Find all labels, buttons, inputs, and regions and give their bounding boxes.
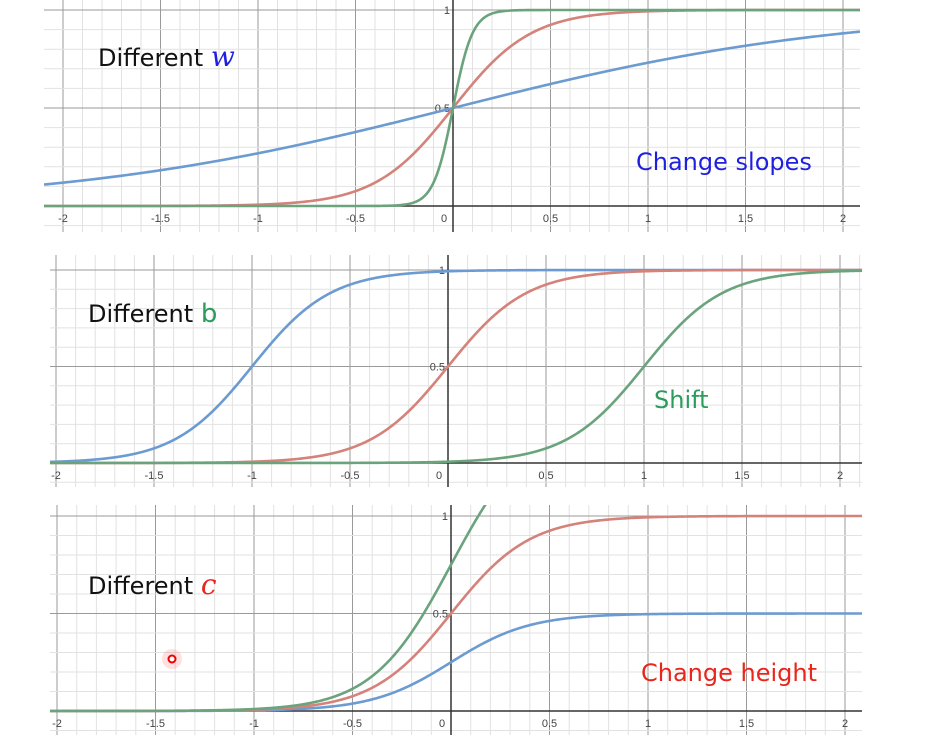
series-line-c-1-5 — [50, 505, 487, 713]
cursor-pointer-icon — [167, 654, 177, 664]
x-tick-label: -2 — [52, 718, 62, 730]
x-tick-label: 2 — [842, 718, 848, 730]
panel-annotation: Change height — [641, 659, 817, 687]
series-line-b-1 — [50, 268, 862, 464]
x-tick-label: -1 — [253, 213, 263, 225]
panel-title-variable: c — [201, 568, 217, 601]
x-tick-label: -0.5 — [341, 470, 360, 482]
panel-annotation: Change slopes — [636, 148, 812, 176]
x-tick-label: 1 — [645, 718, 651, 730]
panel-title-variable: w — [211, 40, 235, 73]
panel-title-prefix: Different — [98, 44, 211, 72]
series-line-w-20 — [44, 8, 860, 208]
y-tick-label: 1 — [444, 5, 450, 17]
x-tick-label: 0 — [439, 718, 445, 730]
x-tick-label: 1 — [641, 470, 647, 482]
x-tick-label: 0 — [441, 213, 447, 225]
x-tick-label: -1.5 — [151, 213, 170, 225]
panel-title: Different w — [98, 40, 235, 73]
x-tick-label: -1 — [249, 718, 259, 730]
series-line-b-1 — [50, 269, 862, 465]
y-tick-label: 0.5 — [430, 362, 445, 374]
x-tick-label: 2 — [840, 213, 846, 225]
panel-title-variable: b — [201, 299, 218, 329]
x-tick-label: 1.5 — [738, 213, 753, 225]
panel-title-prefix: Different — [88, 300, 201, 328]
y-tick-label: 1 — [442, 511, 448, 523]
x-tick-label: -2 — [58, 213, 68, 225]
panel-title-prefix: Different — [88, 572, 201, 600]
x-tick-label: 1 — [645, 213, 651, 225]
x-tick-label: 0.5 — [542, 718, 557, 730]
panel-title: Different c — [88, 568, 217, 601]
x-tick-label: -2 — [51, 470, 61, 482]
x-tick-label: -1.5 — [146, 718, 165, 730]
x-tick-label: -0.5 — [346, 213, 365, 225]
x-tick-label: -1 — [247, 470, 257, 482]
x-tick-label: -0.5 — [343, 718, 362, 730]
x-tick-label: 0.5 — [543, 213, 558, 225]
x-tick-label: 1.5 — [734, 470, 749, 482]
panel-title: Different b — [88, 299, 217, 329]
panel-3: -2 -1.5 -1 -0.5 0 0.5 1 1.5 2 0.5 1 Different c Chan… — [50, 505, 862, 735]
x-tick-label: -1.5 — [145, 470, 164, 482]
y-tick-label: 0.5 — [433, 609, 448, 621]
x-tick-label: 0 — [436, 470, 442, 482]
x-tick-label: 1.5 — [739, 718, 754, 730]
x-tick-label: 2 — [837, 470, 843, 482]
panel-annotation: Shift — [654, 386, 709, 414]
x-tick-label: 0.5 — [538, 470, 553, 482]
